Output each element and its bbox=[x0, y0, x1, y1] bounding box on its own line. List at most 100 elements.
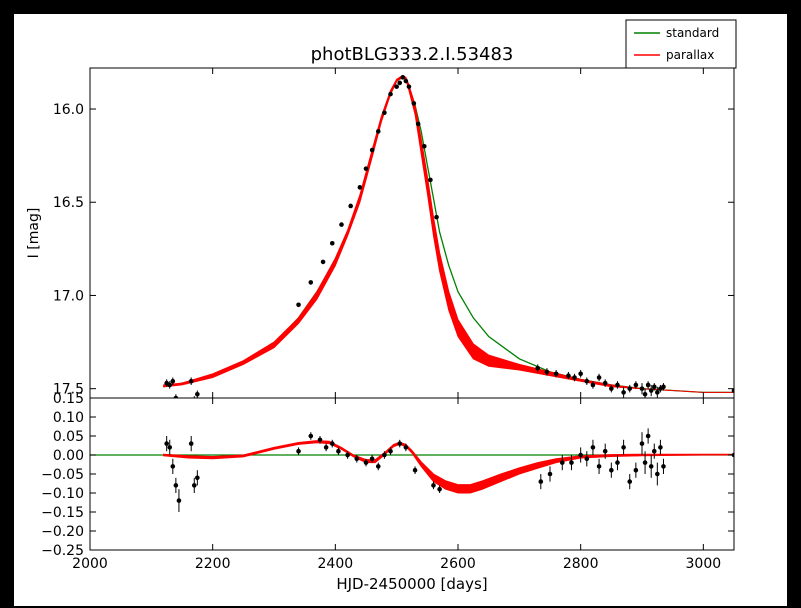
top-data-point bbox=[188, 378, 194, 384]
top-data-point bbox=[655, 390, 660, 395]
bottom-data-point bbox=[317, 437, 323, 443]
top-data-point bbox=[357, 185, 363, 190]
bottom-data-point bbox=[609, 467, 614, 473]
top-data-point bbox=[645, 382, 651, 388]
top-data-point bbox=[339, 222, 344, 227]
top-data-point bbox=[406, 84, 412, 89]
bottom-data-point bbox=[354, 456, 360, 462]
bottom-y-tick-label: 0.00 bbox=[53, 448, 84, 464]
top-data-point bbox=[627, 386, 633, 391]
bottom-data-point bbox=[188, 441, 194, 446]
top-data-point bbox=[195, 391, 200, 397]
bottom-data-point bbox=[403, 445, 409, 450]
bottom-y-tick-label: −0.05 bbox=[41, 467, 84, 483]
top-data-point bbox=[609, 386, 614, 391]
bottom-data-point bbox=[397, 441, 403, 446]
top-data-point bbox=[369, 147, 375, 153]
top-data-point bbox=[403, 78, 409, 84]
top-y-tick-label: 17.5 bbox=[53, 382, 84, 398]
top-data-point bbox=[415, 121, 421, 127]
top-data-point bbox=[544, 369, 550, 375]
bottom-data-point bbox=[412, 467, 418, 473]
bottom-data-point bbox=[176, 498, 182, 503]
bottom-data-point bbox=[369, 456, 375, 462]
top-data-point bbox=[394, 84, 399, 89]
bottom-data-point bbox=[658, 445, 663, 450]
top-data-point bbox=[590, 382, 596, 388]
bottom-data-point bbox=[621, 445, 626, 450]
bottom-y-tick-label: −0.10 bbox=[41, 486, 84, 502]
bottom-data-point bbox=[584, 456, 590, 462]
legend-box bbox=[625, 19, 737, 69]
top-data-point bbox=[553, 371, 559, 377]
top-data-point bbox=[434, 214, 439, 220]
bottom-data-point bbox=[661, 464, 666, 469]
bottom-data-point bbox=[363, 460, 369, 465]
top-data-point bbox=[596, 375, 602, 380]
top-parallax-band bbox=[163, 74, 734, 393]
legend: standard parallax bbox=[625, 19, 737, 69]
bottom-data-point bbox=[615, 460, 620, 465]
bottom-data-point bbox=[655, 471, 660, 477]
top-data-point bbox=[615, 382, 620, 388]
bottom-y-tick-label: 0.15 bbox=[53, 391, 84, 407]
bottom-x-tick-label: 2400 bbox=[318, 556, 354, 572]
bottom-data-point bbox=[538, 479, 544, 484]
top-data-point bbox=[639, 386, 645, 391]
chart-title: photBLG333.2.I.53483 bbox=[311, 44, 514, 65]
bottom-data-point bbox=[639, 441, 645, 446]
top-data-point bbox=[428, 177, 433, 183]
bottom-data-point bbox=[388, 448, 393, 454]
top-data-point bbox=[167, 382, 173, 388]
bottom-panel: 0.15 0.10 0.05 0.00 −0.05 −0.10 −0.15 −0.20 −0.2… bbox=[41, 391, 735, 593]
legend-parallax-label: parallax bbox=[666, 48, 714, 62]
bottom-data-point bbox=[627, 479, 633, 484]
bottom-y-tick-label: 0.05 bbox=[53, 429, 84, 445]
bottom-data-point bbox=[170, 464, 176, 469]
top-data-point bbox=[633, 382, 639, 388]
bottom-y-tick-label: −0.25 bbox=[41, 543, 84, 559]
bottom-data-point bbox=[382, 452, 387, 458]
top-data-point bbox=[397, 80, 403, 86]
top-data-point bbox=[642, 391, 648, 397]
bottom-data-point bbox=[308, 433, 314, 439]
bottom-data-point bbox=[164, 441, 169, 446]
top-data-point bbox=[661, 384, 666, 390]
top-data-point bbox=[578, 371, 583, 377]
bottom-data-point bbox=[437, 486, 442, 492]
top-data-point bbox=[363, 166, 369, 171]
bottom-data-point bbox=[173, 483, 179, 488]
top-data-point bbox=[584, 378, 590, 384]
top-data-point bbox=[308, 280, 314, 285]
bottom-data-point bbox=[167, 445, 173, 450]
top-data-point bbox=[621, 390, 626, 395]
bottom-data-point bbox=[602, 448, 608, 454]
top-data-point bbox=[375, 129, 381, 134]
top-data-point bbox=[572, 375, 577, 380]
bottom-data-point bbox=[195, 475, 200, 481]
bottom-y-tick-label: −0.15 bbox=[41, 505, 84, 521]
top-data-point bbox=[348, 203, 353, 209]
bottom-data-point bbox=[329, 441, 335, 446]
top-data-point bbox=[411, 101, 417, 106]
top-y-tick-label: 17.0 bbox=[53, 288, 84, 304]
top-data-point bbox=[651, 384, 657, 390]
top-y-axis-label: I [mag] bbox=[26, 208, 42, 259]
bottom-data-point bbox=[645, 433, 651, 439]
bottom-x-tick-label: 2800 bbox=[563, 556, 599, 572]
bottom-x-tick-label: 2600 bbox=[440, 556, 476, 572]
top-data-point bbox=[535, 365, 541, 371]
bottom-data-point bbox=[578, 452, 583, 458]
bottom-data-point bbox=[633, 467, 639, 473]
bottom-data-point bbox=[323, 445, 329, 450]
bottom-data-point bbox=[559, 460, 565, 465]
top-panel: 16.0 16.5 17.0 17.5 I [mag] bbox=[26, 67, 735, 399]
top-data-point bbox=[296, 302, 301, 308]
bottom-data-point bbox=[590, 445, 596, 450]
top-data-point bbox=[329, 240, 335, 246]
bottom-data-point bbox=[596, 464, 602, 469]
bottom-data-point bbox=[375, 464, 381, 469]
bottom-data-point bbox=[648, 464, 654, 469]
bottom-data-point bbox=[345, 452, 350, 458]
